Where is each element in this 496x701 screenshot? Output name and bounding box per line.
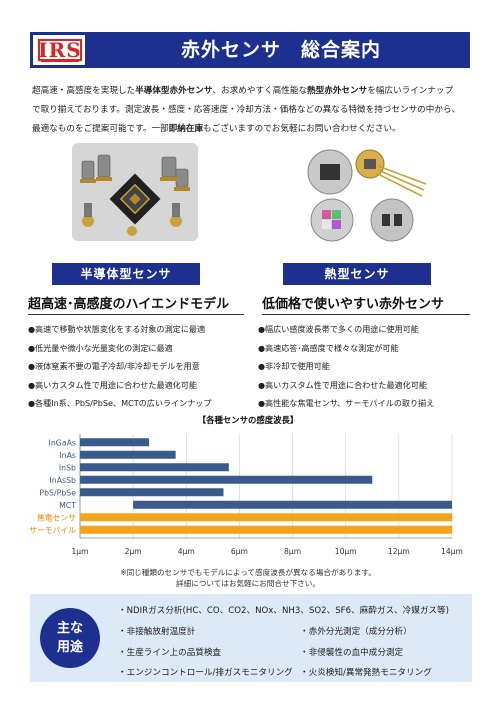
list-item: ●高速で移動や状態変化をする対象の測定に最適 — [28, 324, 206, 334]
list-item: ●高性能な焦電センサ、サーモパイルの取り揃え — [258, 398, 435, 408]
use-item-quality-inspection: ・生産ライン上の品質検査 — [118, 648, 222, 658]
wavelength-chart: InGaAs InAs InSb InAsSb PbS/PbSe MCT 焦電センササーモパ… — [29, 434, 463, 556]
thermal-sensor-photo — [300, 146, 430, 246]
page-title: 赤外センサ 総合案内 — [180, 39, 381, 61]
list-item: ●幅広い感度波長帯で多くの用途に使用可能 — [258, 324, 419, 334]
chart-title: 【各種センサの感度波長】 — [197, 415, 299, 425]
chart-tick-label: 4μm — [178, 547, 195, 556]
intro-text: 最適なものをご提案可能です。一部 — [32, 124, 169, 134]
use-item-ir-spectroscopy: ・赤外分光測定（成分分析） — [300, 627, 412, 637]
list-item: ●非冷却で使用可能 — [258, 361, 330, 371]
chart-category-label: MCT — [59, 501, 76, 510]
thermal-subheading: 低価格で使いやすい赤外センサ — [262, 293, 470, 315]
chart-tick-label: 14μm — [441, 547, 463, 556]
intro-emphasis-semi: 半導体型赤外センサ — [135, 86, 213, 96]
chart-category-label: InSb — [59, 463, 76, 472]
chart-note-line-2: 詳細についてはお気軽にお問合せ下さい。 — [176, 579, 320, 588]
intro-emphasis-stock: 即納在庫 — [168, 124, 204, 134]
chart-category-label: InGaAs — [49, 438, 76, 447]
intro-paragraph: 超高速・高感度を実現した半導体型赤外センサ、お求めやすく高性能な熱型赤外センサを… — [32, 82, 472, 139]
use-item-engine-control: ・エンジンコントロール/排ガスモニタリング — [118, 668, 293, 678]
list-item: ●高速応答･高感度で様々な測定が可能 — [258, 342, 399, 353]
company-logo: IRS — [32, 34, 86, 66]
logo-text: IRS — [38, 38, 82, 62]
semiconductor-subheading: 超高速･高感度のハイエンドモデル — [28, 293, 244, 315]
intro-line-3: 最適なものをご提案可能です。一部即納在庫もございますのでお気軽にお問い合わせくだ… — [32, 120, 472, 139]
chart-bar-3 — [80, 475, 373, 484]
chart-bar-0 — [80, 438, 150, 447]
list-item: ●液体窒素不要の電子冷却/非冷却モデルを用意 — [28, 361, 200, 371]
semiconductor-feature-list: ●高速で移動や状態変化をする対象の測定に最適 ●低光量や微小な光量変化の測定に最… — [28, 320, 250, 413]
chart-category-label: 焦電センサ — [37, 512, 76, 522]
logo-underline — [41, 60, 79, 62]
main-uses-label-1: 主な — [56, 621, 83, 636]
chart-bar-5 — [133, 500, 452, 509]
list-item: ●高いカスタム性で用途に合わせた最適化可能 — [258, 379, 427, 390]
use-item-flame-detection: ・火炎検知/異常発熱モニタリング — [300, 668, 432, 678]
intro-text: 超高速・高感度を実現した — [32, 86, 136, 96]
chart-category-label: InAsSb — [49, 476, 76, 485]
list-item: ●高いカスタム性で用途に合わせた最適化可能 — [28, 379, 197, 390]
intro-text: を幅広いラインナップ — [367, 86, 454, 96]
chart-note: ※同じ種類のセンサでもモデルによって感度波長が異なる場合があります。 詳細につい… — [0, 567, 496, 589]
intro-text: もございますのでお気軽にお問い合わせください。 — [203, 124, 401, 134]
intro-text: 、お求めやすく高性能な — [212, 86, 308, 96]
chart-bar-7 — [80, 525, 452, 534]
list-item: ●低光量や微小な光量変化の測定に最適 — [28, 342, 173, 353]
chart-bar-4 — [80, 488, 224, 497]
list-item: ●各種In系、PbS/PbSe、MCTの広いラインナップ — [28, 398, 212, 408]
chart-tick-label: 8μm — [284, 547, 301, 556]
semiconductor-sensor-label: 半導体型センサ — [52, 263, 200, 285]
chart-tick-label: 10μm — [335, 547, 357, 556]
intro-emphasis-thermal: 熱型赤外センサ — [307, 86, 368, 96]
chart-bar-1 — [80, 450, 176, 459]
chart-tick-label: 12μm — [388, 547, 410, 556]
chart-bar-6 — [80, 513, 452, 522]
intro-line-2: で取り揃えております。測定波長・感度・応答速度・冷却方法・価格などの異なる特徴を… — [32, 105, 461, 115]
use-item-blood-measurement: ・非侵襲性の血中成分測定 — [300, 648, 404, 658]
main-uses-badge: 主な 用途 — [40, 608, 100, 668]
chart-tick-label: 6μm — [231, 547, 248, 556]
chart-bar-2 — [80, 463, 229, 472]
thermal-sensor-label: 熱型センサ — [283, 263, 431, 285]
chart-tick-label: 2μm — [125, 547, 142, 556]
main-uses-label-2: 用途 — [56, 640, 83, 655]
use-item-radiation-thermometer: ・非接触放射温度計 — [118, 627, 196, 637]
semiconductor-sensor-illustration — [72, 143, 198, 241]
chart-category-label: InAs — [59, 451, 76, 460]
chart-note-line-1: ※同じ種類のセンサでもモデルによって感度波長が異なる場合があります。 — [120, 568, 376, 577]
use-item-ndir: ・NDIRガス分析(HC、CO、CO2、NOx、NH3、SO2、SF6、麻酔ガス… — [118, 606, 449, 616]
chart-category-label: PbS/PbSe — [39, 488, 76, 497]
chart-tick-label: 1μm — [71, 547, 88, 556]
thermal-sensor-illustration — [300, 146, 430, 246]
chart-category-label: サーモパイル — [29, 526, 76, 535]
intro-line-1: 超高速・高感度を実現した半導体型赤外センサ、お求めやすく高性能な熱型赤外センサを… — [32, 82, 472, 101]
semiconductor-sensor-photo — [72, 143, 198, 241]
header-banner: IRS 赤外センサ 総合案内 — [30, 32, 470, 68]
thermal-feature-list: ●幅広い感度波長帯で多くの用途に使用可能 ●高速応答･高感度で様々な測定が可能 … — [258, 320, 472, 413]
main-uses-panel: 主な 用途 ・NDIRガス分析(HC、CO、CO2、NOx、NH3、SO2、SF… — [30, 594, 472, 682]
